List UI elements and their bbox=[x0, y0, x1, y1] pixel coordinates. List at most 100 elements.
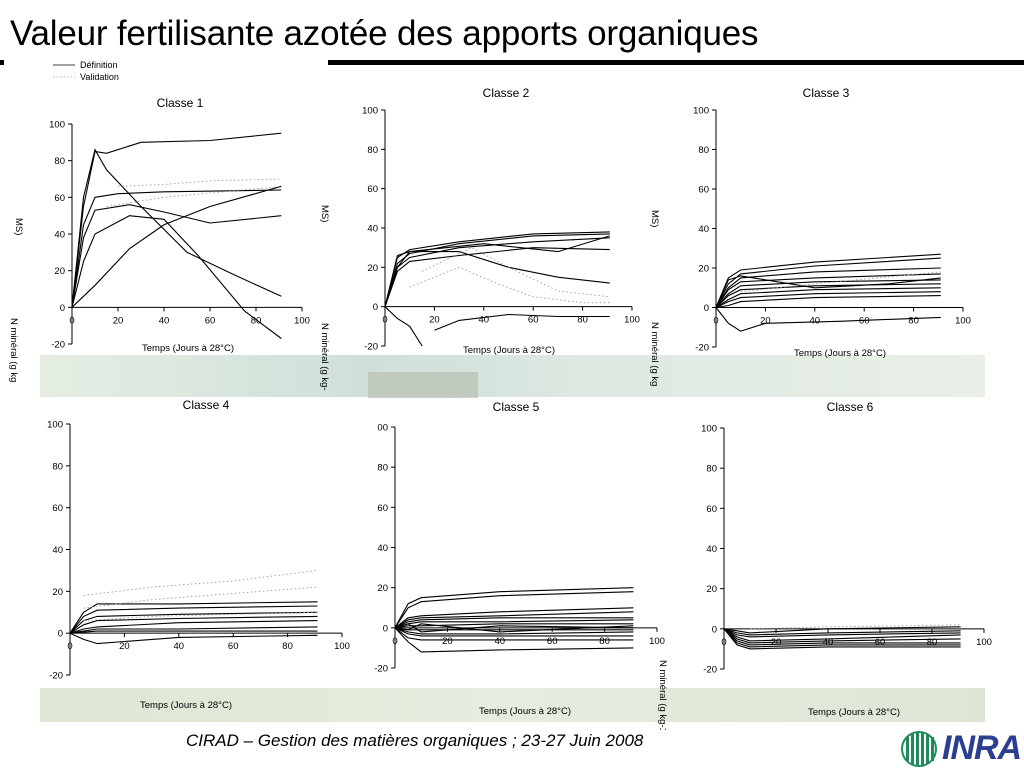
definition-series-line bbox=[723, 628, 961, 644]
y-tick-label: 0 bbox=[712, 624, 717, 635]
x-tick-label: 60 bbox=[205, 315, 216, 326]
definition-series-line bbox=[71, 185, 282, 308]
x-tick-label: 40 bbox=[174, 641, 185, 652]
definition-series-line bbox=[394, 617, 634, 629]
definition-series-line bbox=[723, 628, 961, 636]
y-tick-label: 60 bbox=[367, 184, 378, 195]
definition-series-line bbox=[71, 148, 282, 308]
x-tick-label: 80 bbox=[577, 315, 588, 326]
definition-series-line bbox=[384, 247, 610, 307]
definition-series-line bbox=[434, 313, 610, 331]
x-axis-label: Temps (Jours à 28°C) bbox=[794, 348, 886, 359]
chart-area: Définition Validation Classe 1 -20 0 20 40 60… bbox=[8, 60, 992, 730]
x-tick-label: 0 bbox=[382, 315, 387, 326]
x-tick-label: 0 bbox=[69, 315, 74, 326]
definition-series-line bbox=[69, 605, 318, 634]
y-tick-label: 20 bbox=[377, 583, 388, 594]
x-tick-label: 0 bbox=[721, 637, 726, 648]
x-tick-label: 100 bbox=[976, 637, 992, 648]
y-tick-label: 100 bbox=[49, 120, 65, 131]
definition-series-line bbox=[723, 626, 961, 634]
definition-series-line bbox=[69, 615, 318, 634]
y-tick-label: 40 bbox=[52, 545, 63, 556]
definition-series-line bbox=[394, 627, 634, 641]
x-tick-label: 0 bbox=[67, 641, 72, 652]
x-tick-label: 20 bbox=[760, 316, 771, 327]
x-tick-label: 100 bbox=[955, 316, 971, 327]
x-tick-label: 20 bbox=[113, 315, 124, 326]
definition-series-line bbox=[69, 626, 318, 634]
y-tick-label: 100 bbox=[362, 106, 378, 117]
definition-series-line bbox=[715, 267, 941, 308]
definition-series-line bbox=[715, 275, 941, 308]
definition-series-line bbox=[69, 620, 318, 634]
y-tick-label: 0 bbox=[60, 303, 65, 314]
y-axis-label: N minéral (g kg-1 MS) bbox=[657, 660, 668, 730]
validation-series-line bbox=[83, 611, 318, 622]
y-tick-label: 40 bbox=[54, 230, 65, 241]
x-tick-label: 0 bbox=[713, 316, 718, 327]
definition-series-line bbox=[69, 611, 318, 634]
definition-series-line bbox=[394, 607, 634, 629]
legend-label-validation: Validation bbox=[80, 72, 119, 82]
x-tick-label: 40 bbox=[479, 315, 490, 326]
definition-series-line bbox=[723, 628, 961, 642]
chart-title: Classe 6 bbox=[827, 400, 874, 414]
y-tick-label: 0 bbox=[58, 629, 63, 640]
definition-series-line bbox=[394, 627, 634, 635]
inra-logo-text: INRA bbox=[942, 729, 1022, 767]
y-tick-label: 60 bbox=[54, 193, 65, 204]
chart-classe-1: Classe 1 -20 0 20 40 60 80 100 0 20 40 60 80 100 Temps… bbox=[8, 96, 310, 382]
y-tick-label: 00 bbox=[377, 423, 388, 434]
definition-series-line bbox=[69, 630, 318, 634]
x-tick-label: 20 bbox=[119, 641, 130, 652]
title-underline-gap bbox=[4, 58, 328, 67]
title-underline bbox=[0, 60, 1024, 65]
y-axis-label: MS) bbox=[649, 210, 660, 227]
definition-series-line bbox=[715, 273, 941, 308]
definition-series-line bbox=[723, 628, 961, 638]
definition-series-line bbox=[71, 204, 282, 308]
y-tick-label: 40 bbox=[367, 224, 378, 235]
definition-series-line bbox=[723, 628, 961, 646]
definition-series-line bbox=[715, 291, 941, 308]
x-axis-label: Temps (Jours à 28°C) bbox=[808, 707, 900, 718]
y-tick-label: -20 bbox=[51, 340, 65, 351]
y-tick-label: 80 bbox=[706, 464, 717, 475]
definition-series-line bbox=[384, 235, 610, 307]
chart-title: Classe 4 bbox=[183, 398, 230, 412]
slide-title: Valeur fertilisante azotée des apports o… bbox=[10, 14, 759, 53]
definition-series-line bbox=[715, 287, 941, 308]
y-tick-label: 100 bbox=[693, 106, 709, 117]
y-tick-label: 20 bbox=[706, 584, 717, 595]
x-tick-label: 80 bbox=[908, 316, 919, 327]
y-tick-label: 0 bbox=[383, 623, 388, 634]
definition-series-line bbox=[384, 306, 423, 347]
y-axis-label: MS) bbox=[319, 205, 330, 222]
x-tick-label: 80 bbox=[927, 637, 938, 648]
chart-legend: Définition Validation bbox=[53, 60, 119, 82]
x-tick-label: 100 bbox=[624, 315, 640, 326]
definition-series-line bbox=[715, 257, 941, 308]
chart-title: Classe 2 bbox=[483, 86, 530, 100]
y-tick-label: 60 bbox=[706, 504, 717, 515]
definition-series-line bbox=[394, 623, 634, 633]
validation-series-line bbox=[83, 569, 318, 596]
y-tick-label: -20 bbox=[695, 343, 709, 354]
x-tick-label: 60 bbox=[528, 315, 539, 326]
y-tick-label: 100 bbox=[47, 420, 63, 431]
chart-title: Classe 1 bbox=[157, 96, 204, 110]
y-axis-label: N minéral (g kg bbox=[649, 322, 660, 386]
validation-series-line bbox=[83, 586, 318, 609]
x-tick-label: 60 bbox=[547, 636, 558, 647]
y-tick-label: -20 bbox=[703, 665, 717, 676]
y-axis-label: N minéral (g kg- bbox=[319, 323, 330, 391]
slide-footer: CIRAD – Gestion des matières organiques … bbox=[186, 731, 644, 750]
x-axis-label: Temps (Jours à 28°C) bbox=[479, 706, 571, 717]
y-tick-label: 40 bbox=[706, 544, 717, 555]
x-tick-label: 40 bbox=[159, 315, 170, 326]
y-tick-label: 20 bbox=[52, 587, 63, 598]
validation-series-line bbox=[409, 266, 610, 304]
y-tick-label: 20 bbox=[367, 263, 378, 274]
y-tick-label: 0 bbox=[373, 302, 378, 313]
